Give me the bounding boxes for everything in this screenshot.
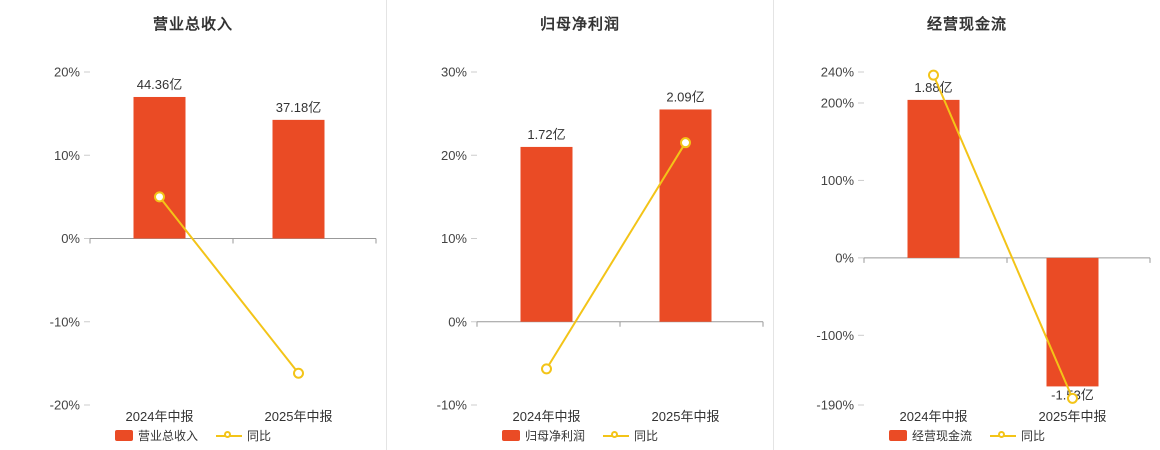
yoy-line [158,196,300,374]
yoy-point[interactable] [1067,392,1078,404]
chart-plot: 240%200%100%0%-100%-190%1.88亿-1.53亿2024年… [816,65,1151,424]
legend-bar-label: 归母净利润 [524,429,585,443]
y-axis-tick-label: 30% [441,65,467,80]
chart-plot: 30% 20% 10% 0% -10% 1.72亿 2.09亿 2024年中报 2025年中报 [437,65,764,424]
legend-bar-label: 经营现金流 [911,429,972,443]
y-axis-tick-label: -100% [816,328,854,343]
x-axis-category-label: 2025年中报 [1039,409,1107,424]
chart-panel-net-profit: 归母净利润 30% 20% 10% 0% -10% 1.72亿 2.09亿 2024年中报 20… [386,0,773,450]
bar[interactable] [272,119,325,239]
bar-swatch-icon [501,430,520,441]
legend-line-label: 同比 [634,429,659,443]
yoy-line [545,142,687,370]
y-axis-tick-label: 20% [54,65,80,80]
x-axis-category-label: 2024年中报 [126,409,194,424]
chart-panel-operating-cash-flow: 经营现金流 240%200%100%0%-100%-190%1.88亿-1.53… [773,0,1160,450]
chart-legend: 营业总收入 同比 [0,427,386,444]
line-marker-icon [990,430,1016,441]
y-axis-tick-label: 20% [441,148,467,163]
y-axis-tick-label: -10% [50,314,81,329]
yoy-point[interactable] [541,363,552,375]
y-axis-tick-label: 0% [61,231,80,246]
y-axis-tick-label: 0% [835,250,854,265]
chart-title: 经营现金流 [926,16,1007,33]
yoy-line [932,74,1074,399]
x-axis-category-label: 2025年中报 [652,409,720,424]
bar-swatch-icon [114,430,133,441]
bar-value-label: 2.09亿 [666,89,704,104]
y-axis-tick-label: 10% [441,231,467,246]
legend-line-label: 同比 [247,429,272,443]
bar-value-label: 1.72亿 [527,127,565,142]
legend-line-label: 同比 [1021,429,1046,443]
bar-value-label: 1.88亿 [914,80,952,95]
line-marker-icon [603,430,629,441]
bar[interactable] [1046,257,1099,387]
bar-value-label: 44.36亿 [137,77,183,92]
legend-item-bar-series[interactable]: 营业总收入 [114,427,198,444]
legend-item-line-series[interactable]: 同比 [216,427,271,444]
y-axis-tick-label: -190% [816,398,854,413]
bar[interactable] [520,146,573,322]
x-axis-category-label: 2025年中报 [265,409,333,424]
legend-item-line-series[interactable]: 同比 [990,427,1045,444]
chart-title: 营业总收入 [152,16,233,33]
chart-legend: 归母净利润 同比 [387,427,773,444]
chart-title: 归母净利润 [539,16,620,33]
y-axis-tick-label: 240% [821,65,855,80]
chart-plot: 20% 10% 0% -10% -20% 44.36亿 37.18亿 2024年中报 2025年… [50,65,377,424]
legend-item-bar-series[interactable]: 归母净利润 [501,427,585,444]
legend-item-line-series[interactable]: 同比 [603,427,658,444]
yoy-point[interactable] [293,367,304,379]
yoy-point[interactable] [928,69,939,81]
yoy-point[interactable] [154,191,165,203]
y-axis-tick-label: -20% [50,398,81,413]
yoy-point[interactable] [680,137,691,149]
bar[interactable] [907,99,960,258]
y-axis-tick-label: -10% [437,398,468,413]
y-axis-tick-label: 10% [54,148,80,163]
bar-swatch-icon [888,430,907,441]
x-axis-category-label: 2024年中报 [900,409,968,424]
y-axis-tick-label: 100% [821,173,855,188]
bar[interactable] [133,96,186,239]
chart-panel-revenue: 营业总收入 20% 10% 0% -10% -20% 44.36亿 37.18亿 2024年中… [0,0,386,450]
legend-bar-label: 营业总收入 [137,429,198,443]
bar-value-label: 37.18亿 [276,100,322,115]
y-axis-tick-label: 0% [448,314,467,329]
y-axis-tick-label: 200% [821,95,855,110]
x-axis-category-label: 2024年中报 [513,409,581,424]
chart-legend: 经营现金流 同比 [774,427,1160,444]
legend-item-bar-series[interactable]: 经营现金流 [888,427,972,444]
line-marker-icon [216,430,242,441]
